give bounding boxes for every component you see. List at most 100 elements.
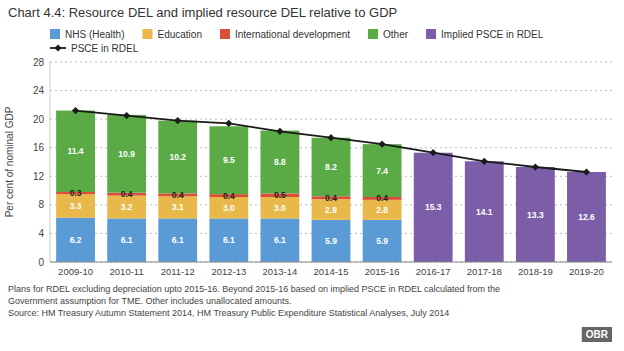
bar-segment [363,144,402,197]
line-marker [276,128,283,135]
legend-swatch [142,29,152,39]
grid-line [50,62,612,63]
y-tick-label: 24 [33,85,45,96]
legend-swatch [55,45,62,52]
title: Chart 4.4: Resource DEL and implied reso… [8,5,397,20]
data-label: 2.8 [376,205,388,215]
chart: Chart 4.4: Resource DEL and implied reso… [0,0,624,351]
data-label: 13.3 [527,210,544,220]
line-marker [532,163,539,170]
bar-segment [363,220,402,262]
bar-segment [260,218,299,262]
x-tick-label: 2016-17 [416,266,451,277]
bar-segment [312,138,351,197]
line-marker [430,149,437,156]
data-label: 0.3 [70,188,82,198]
bar-segment [158,121,197,194]
annotation-text: OBR [586,329,609,340]
data-label: 6.1 [172,235,184,245]
legend-item: Other [368,29,409,40]
legend-label: International development [235,29,350,40]
legend-swatch [220,29,230,39]
y-tick-label: 8 [38,199,44,210]
data-label: 7.4 [376,166,388,176]
bar-segment [414,153,453,262]
footnote: Source: HM Treasury Autumn Statement 201… [8,308,449,318]
legend: NHS (Health) Education International devel… [50,29,544,54]
legend-item: International development [220,29,350,40]
data-label: 14.1 [476,207,493,217]
legend-label: Education [157,29,201,40]
bar-segment [209,218,248,262]
data-label: 5.9 [376,236,388,246]
data-label: 6.2 [70,235,82,245]
data-label: 6.1 [223,235,235,245]
data-label: 3.3 [70,201,82,211]
x-tick-label: 2014-15 [314,266,349,277]
bar-segment [516,167,555,262]
x-tick-label: 2015-16 [365,266,400,277]
y-tick-label: 16 [33,142,45,153]
data-label: 0.4 [376,193,388,203]
bar-segment [107,115,146,193]
data-label: 6.1 [121,235,133,245]
legend-item: Implied PSCE in RDEL [426,29,544,40]
data-label: 3.0 [274,203,286,213]
legend-swatch [50,29,60,39]
data-label: 5.9 [325,236,337,246]
legend-swatch [426,29,436,39]
bar-segment [312,220,351,262]
data-label: 3.1 [172,202,184,212]
bar-segment [56,111,95,192]
footnote: Government assumption for TME. Other inc… [8,296,291,306]
data-label: 3.0 [223,203,235,213]
grid-line [50,90,612,91]
x-axis [50,262,612,263]
x-tick-label: 2011-12 [161,266,195,277]
legend-label: Other [383,29,409,40]
line-marker [481,158,488,165]
x-tick-label: 2017-18 [467,266,502,277]
data-label: 12.6 [578,212,595,222]
y-tick-label: 0 [38,257,44,268]
data-label: 8.2 [325,162,337,172]
bar-segment [158,218,197,262]
data-label: 3.2 [121,202,133,212]
line-marker [327,134,334,141]
data-label: 10.9 [118,149,135,159]
data-label: 0.4 [325,193,337,203]
line-marker [378,141,385,148]
legend-label: Implied PSCE in RDEL [441,29,544,40]
data-label: 9.5 [223,155,235,165]
annotation-box [582,327,612,342]
data-label: 0.4 [223,191,235,201]
data-labels: 6.2 6.1 6.1 6.1 6.1 5.9 5.9 3.3 3.2 3.1 3.0 3.0 2.9 2… [68,146,595,246]
y-tick-label: 28 [33,57,45,68]
x-tick-label: 2012-13 [211,266,246,277]
lines [72,107,590,176]
line-marker [174,117,181,124]
legend-label: NHS (Health) [65,29,124,40]
legend-label: PSCE in RDEL [71,43,139,54]
bar-segment [56,218,95,262]
bar-segment [260,131,299,194]
bar-segment [209,126,248,194]
data-label: 0.4 [172,190,184,200]
annotation: OBR [582,327,612,342]
data-label: 6.1 [274,235,286,245]
grid-line [50,262,612,263]
data-label: 8.8 [274,157,286,167]
line [76,111,587,172]
x-tick-label: 2013-14 [262,266,297,277]
data-label: 0.5 [274,190,286,200]
data-label: 10.2 [169,152,186,162]
data-label: 2.9 [325,205,337,215]
x-tick-label: 2019-20 [569,266,604,277]
legend-item: PSCE in RDEL [50,43,139,54]
bar-segment [465,161,504,262]
line-marker [123,112,130,119]
line-marker [72,107,79,114]
y-axis [50,62,51,262]
x-tick-label: 2018-19 [518,266,553,277]
legend-item: Education [142,29,201,40]
